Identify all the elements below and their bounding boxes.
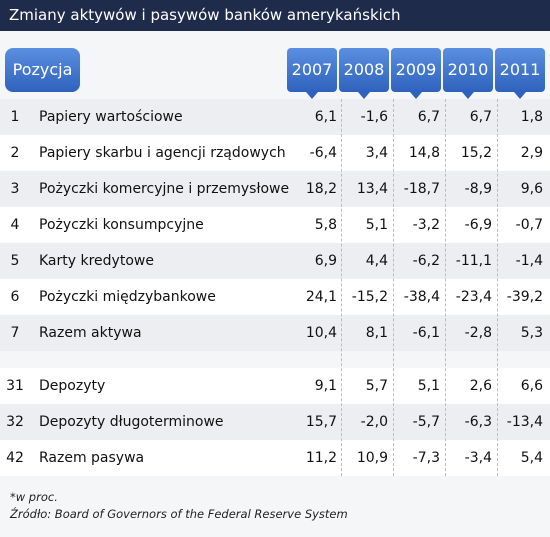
value-cell: 11,2 [305,450,337,466]
value-cell: 5,1 [417,378,440,394]
header-pointer [462,92,474,99]
row-label: Depozyty [39,378,106,394]
value-cell: 5,3 [520,325,543,341]
row-background [0,243,550,279]
row-number: 31 [6,378,24,394]
row-number: 42 [6,450,24,466]
value-cell: 24,1 [305,289,337,305]
row-background [0,279,550,315]
header-cell: 2007 [287,48,337,92]
value-cell: 3,4 [365,145,388,161]
value-cell: -39,2 [506,289,543,305]
value-cell: 15,7 [305,414,337,430]
value-cell: 2,9 [520,145,543,161]
row-background [0,135,550,171]
value-cell: -6,3 [464,414,492,430]
value-cell: 13,4 [356,181,388,197]
value-cell: -2,0 [360,414,388,430]
row-number: 1 [10,109,20,125]
source-note: Źródło: Board of Governors of the Federa… [10,507,348,521]
header-pointer [358,92,370,99]
value-cell: 10,4 [305,325,337,341]
header-pointer [410,92,422,99]
row-label: Razem pasywa [39,450,145,466]
row-label: Pożyczki konsumpcyjne [39,217,204,233]
footnote: *w proc. [10,490,58,504]
header-cell: 2010 [443,48,493,92]
value-cell: 6,1 [314,109,337,125]
value-cell: 6,9 [314,253,337,269]
value-cell: -0,7 [515,217,543,233]
row-background [0,315,550,351]
row-label: Papiery wartościowe [39,109,183,125]
column-divider [393,99,394,476]
row-number: 2 [10,145,20,161]
value-cell: -13,4 [506,414,543,430]
value-cell: 14,8 [408,145,440,161]
value-cell: -2,8 [464,325,492,341]
value-cell: 6,7 [417,109,440,125]
row-number: 5 [10,253,20,269]
value-cell: -23,4 [455,289,492,305]
value-cell: 6,6 [520,378,543,394]
header-cell: 2009 [391,48,441,92]
title: Zmiany aktywów i pasywów banków amerykań… [0,0,550,31]
value-cell: 5,8 [314,217,337,233]
value-cell: -7,3 [412,450,440,466]
value-cell: -6,1 [412,325,440,341]
row-label: Papiery skarbu i agencji rządowych [39,145,286,161]
row-background [0,207,550,243]
row-number: 4 [10,217,20,233]
value-cell: -6,9 [464,217,492,233]
row-background [0,171,550,207]
row-number: 7 [10,325,20,341]
row-background [0,404,550,440]
row-label: Karty kredytowe [39,253,154,269]
value-cell: 15,2 [460,145,492,161]
header-pointer [514,92,526,99]
value-cell: -11,1 [455,253,492,269]
value-cell: -38,4 [403,289,440,305]
value-cell: 6,7 [469,109,492,125]
value-cell: -5,7 [412,414,440,430]
row-number: 6 [10,289,20,305]
value-cell: 5,1 [365,217,388,233]
header-pointer [306,92,318,99]
row-background [0,368,550,404]
header-cell: Pozycja [5,48,80,92]
row-label: Pożyczki komercyjne i przemysłowe [39,181,290,197]
value-cell: -15,2 [351,289,388,305]
row-background [0,440,550,476]
value-cell: 1,8 [520,109,543,125]
row-background [0,99,550,135]
value-cell: 8,1 [365,325,388,341]
value-cell: 9,6 [520,181,543,197]
column-divider [497,99,498,476]
value-cell: -6,2 [412,253,440,269]
header-cell: 2008 [339,48,389,92]
value-cell: -8,9 [464,181,492,197]
value-cell: -1,6 [360,109,388,125]
value-cell: 10,9 [356,450,388,466]
value-cell: 5,7 [365,378,388,394]
value-cell: -1,4 [515,253,543,269]
value-cell: -18,7 [403,181,440,197]
row-number: 3 [10,181,20,197]
value-cell: -3,2 [412,217,440,233]
row-number: 32 [6,414,24,430]
row-label: Razem aktywa [39,325,142,341]
column-divider [341,99,342,476]
header-cell: 2011 [495,48,545,92]
value-cell: -6,4 [309,145,337,161]
value-cell: 9,1 [314,378,337,394]
value-cell: 5,4 [520,450,543,466]
value-cell: 2,6 [469,378,492,394]
value-cell: -3,4 [464,450,492,466]
column-divider [445,99,446,476]
row-label: Pożyczki międzybankowe [39,289,216,305]
value-cell: 18,2 [305,181,337,197]
row-label: Depozyty długoterminowe [39,414,224,430]
value-cell: 4,4 [365,253,388,269]
